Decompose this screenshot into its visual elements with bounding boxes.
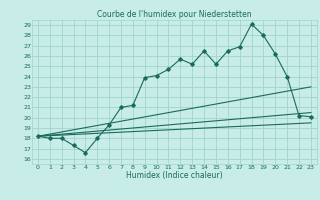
X-axis label: Humidex (Indice chaleur): Humidex (Indice chaleur)	[126, 171, 223, 180]
Title: Courbe de l'humidex pour Niederstetten: Courbe de l'humidex pour Niederstetten	[97, 10, 252, 19]
